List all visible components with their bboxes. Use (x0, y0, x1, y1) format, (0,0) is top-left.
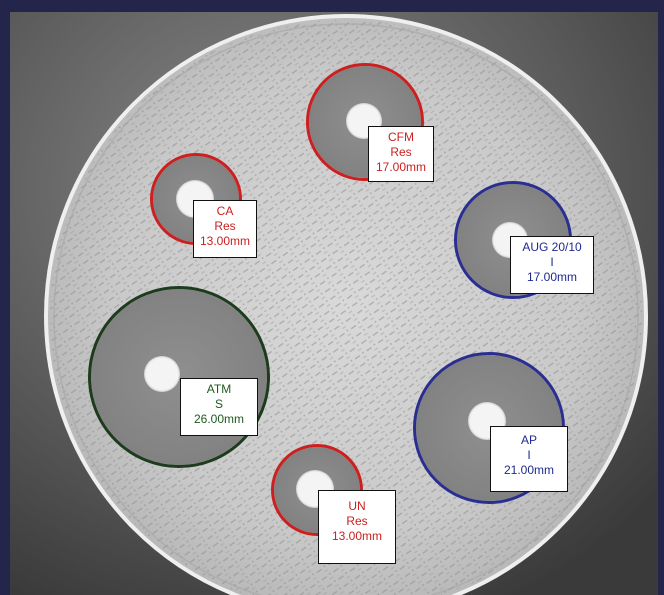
zone-label-ap: AP I 21.00mm (490, 426, 568, 492)
antibiotic-code: AUG 20/10 (522, 240, 582, 254)
zone-label-cfm: CFM Res 17.00mm (368, 126, 434, 182)
zone-ring-cfm (306, 63, 424, 181)
antibiotic-code: UN (348, 499, 366, 513)
antibiotic-code: ATM (206, 382, 232, 396)
interpretation: S (214, 397, 223, 411)
interpretation: Res (346, 514, 368, 528)
zone-diameter: 13.00mm (199, 234, 251, 248)
zone-diameter: 17.00mm (526, 270, 578, 284)
antibiotic-disk-atm (144, 356, 180, 392)
zone-diameter: 26.00mm (193, 412, 245, 426)
zone-label-aug: AUG 20/10 I 17.00mm (510, 236, 594, 294)
zone-diameter: 17.00mm (375, 160, 427, 174)
antibiotic-code: AP (520, 433, 537, 447)
zone-label-atm: ATM S 26.00mm (180, 378, 258, 436)
antibiotic-code: CFM (388, 130, 414, 144)
antibiotic-code: CA (216, 204, 234, 218)
interpretation: I (527, 448, 531, 462)
zone-diameter: 21.00mm (503, 463, 555, 477)
zone-ring-atm (88, 286, 270, 468)
zone-label-ca: CA Res 13.00mm (193, 200, 257, 258)
interpretation: Res (214, 219, 236, 233)
interpretation: I (550, 255, 554, 269)
interpretation: Res (390, 145, 412, 159)
zone-diameter: 13.00mm (331, 529, 383, 543)
zone-label-un: UN Res 13.00mm (318, 490, 396, 564)
